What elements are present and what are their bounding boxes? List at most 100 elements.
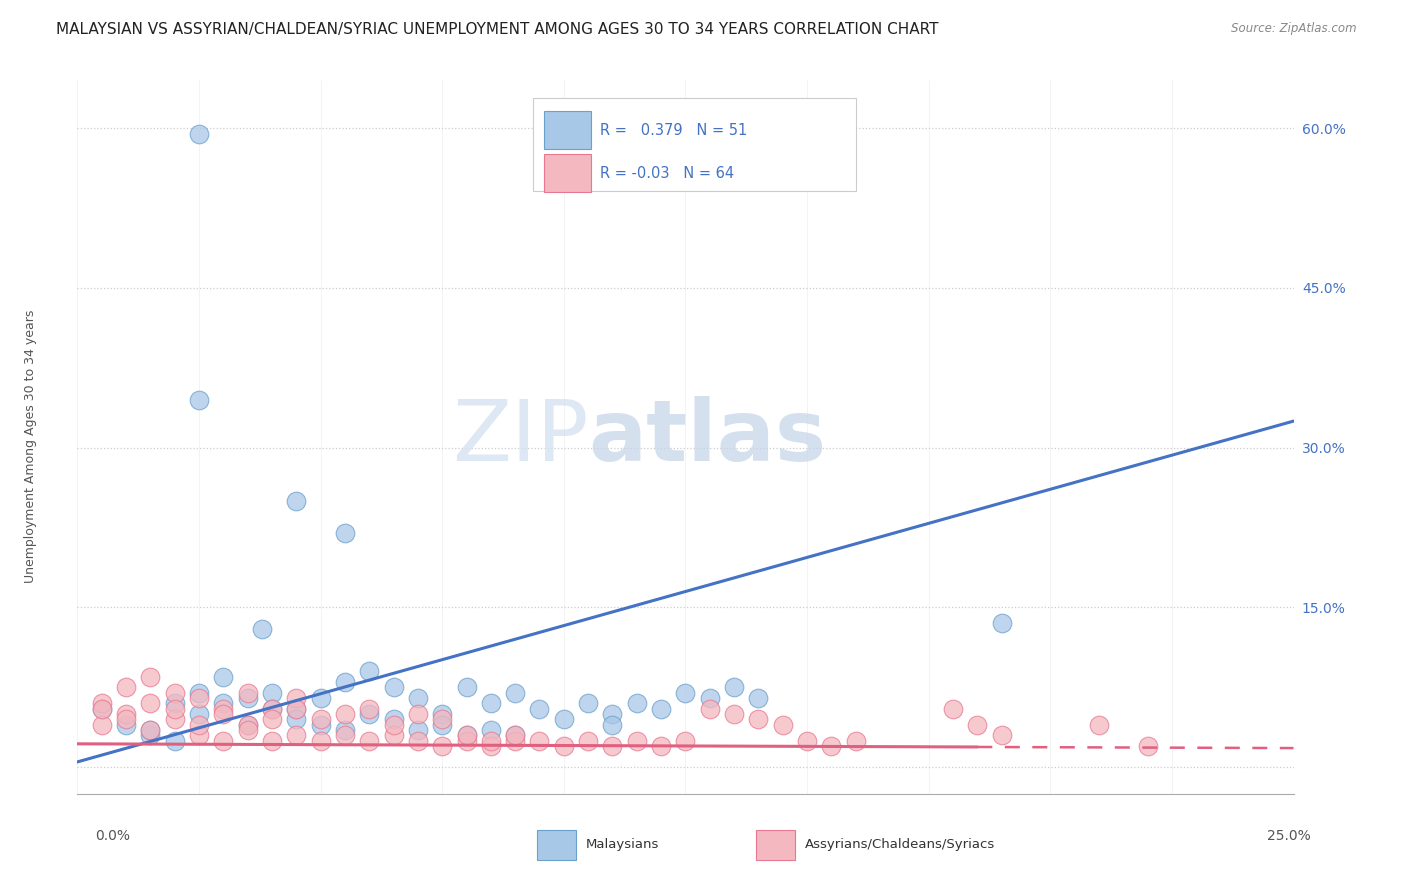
Point bbox=[188, 728, 211, 742]
Point bbox=[503, 728, 526, 742]
Point bbox=[188, 717, 211, 731]
Point bbox=[796, 733, 818, 747]
Point bbox=[212, 697, 235, 711]
FancyBboxPatch shape bbox=[756, 830, 794, 860]
Point bbox=[479, 733, 502, 747]
Point bbox=[430, 717, 453, 731]
Point bbox=[576, 733, 599, 747]
Text: Unemployment Among Ages 30 to 34 years: Unemployment Among Ages 30 to 34 years bbox=[24, 310, 38, 582]
Point bbox=[529, 733, 551, 747]
Point bbox=[236, 691, 259, 706]
Point bbox=[90, 717, 112, 731]
Point bbox=[260, 686, 283, 700]
Point bbox=[309, 733, 332, 747]
Point bbox=[430, 739, 453, 753]
FancyBboxPatch shape bbox=[537, 830, 576, 860]
Point bbox=[626, 733, 648, 747]
Point bbox=[990, 616, 1012, 631]
Point bbox=[942, 701, 965, 715]
Point bbox=[115, 706, 138, 721]
Point bbox=[139, 728, 162, 742]
Point bbox=[90, 701, 112, 715]
Point bbox=[479, 739, 502, 753]
Point bbox=[430, 712, 453, 726]
Point bbox=[188, 706, 211, 721]
Point bbox=[250, 622, 273, 636]
Point bbox=[188, 127, 211, 141]
Point bbox=[650, 701, 672, 715]
Point bbox=[1088, 717, 1111, 731]
Point bbox=[602, 706, 624, 721]
Point bbox=[90, 701, 112, 715]
Point bbox=[285, 494, 308, 508]
Text: Malaysians: Malaysians bbox=[586, 838, 659, 851]
Point bbox=[382, 681, 405, 695]
Point bbox=[479, 723, 502, 737]
Point bbox=[845, 733, 868, 747]
Point bbox=[260, 701, 283, 715]
Point bbox=[139, 697, 162, 711]
Point bbox=[285, 691, 308, 706]
Point bbox=[1136, 739, 1159, 753]
Point bbox=[723, 681, 745, 695]
Point bbox=[309, 691, 332, 706]
Point bbox=[163, 697, 186, 711]
Point bbox=[699, 691, 721, 706]
Point bbox=[309, 712, 332, 726]
Point bbox=[359, 701, 381, 715]
Point bbox=[479, 697, 502, 711]
Point bbox=[456, 681, 478, 695]
Point bbox=[212, 706, 235, 721]
Point bbox=[260, 701, 283, 715]
Point bbox=[188, 686, 211, 700]
Point bbox=[163, 712, 186, 726]
Point bbox=[503, 733, 526, 747]
Text: 0.0%: 0.0% bbox=[96, 829, 131, 843]
Point bbox=[236, 723, 259, 737]
Text: R =   0.379   N = 51: R = 0.379 N = 51 bbox=[600, 123, 748, 137]
Point bbox=[260, 733, 283, 747]
Point bbox=[406, 706, 429, 721]
Point bbox=[699, 701, 721, 715]
Text: 25.0%: 25.0% bbox=[1267, 829, 1310, 843]
Point bbox=[626, 697, 648, 711]
Point bbox=[236, 717, 259, 731]
FancyBboxPatch shape bbox=[533, 98, 856, 191]
Point bbox=[212, 733, 235, 747]
Point bbox=[333, 706, 356, 721]
Point bbox=[212, 701, 235, 715]
Point bbox=[675, 686, 697, 700]
Point bbox=[285, 712, 308, 726]
Point bbox=[990, 728, 1012, 742]
Point bbox=[115, 681, 138, 695]
Text: MALAYSIAN VS ASSYRIAN/CHALDEAN/SYRIAC UNEMPLOYMENT AMONG AGES 30 TO 34 YEARS COR: MALAYSIAN VS ASSYRIAN/CHALDEAN/SYRIAC UN… bbox=[56, 22, 939, 37]
Point bbox=[406, 733, 429, 747]
Point bbox=[115, 712, 138, 726]
Point bbox=[406, 691, 429, 706]
Point bbox=[820, 739, 842, 753]
Point bbox=[747, 712, 769, 726]
Point bbox=[406, 723, 429, 737]
Point bbox=[163, 733, 186, 747]
Point bbox=[503, 686, 526, 700]
Point bbox=[139, 723, 162, 737]
Point bbox=[772, 717, 794, 731]
Text: Assyrians/Chaldeans/Syriacs: Assyrians/Chaldeans/Syriacs bbox=[804, 838, 995, 851]
Point bbox=[553, 739, 575, 753]
Point bbox=[650, 739, 672, 753]
Point bbox=[456, 728, 478, 742]
Point bbox=[236, 686, 259, 700]
Point bbox=[333, 525, 356, 540]
Point bbox=[747, 691, 769, 706]
Point bbox=[90, 697, 112, 711]
Point bbox=[188, 691, 211, 706]
Point bbox=[333, 728, 356, 742]
Point bbox=[503, 728, 526, 742]
Point bbox=[359, 706, 381, 721]
Point bbox=[285, 728, 308, 742]
Point bbox=[456, 733, 478, 747]
FancyBboxPatch shape bbox=[544, 153, 591, 193]
Point bbox=[382, 717, 405, 731]
Point bbox=[285, 701, 308, 715]
Point bbox=[576, 697, 599, 711]
